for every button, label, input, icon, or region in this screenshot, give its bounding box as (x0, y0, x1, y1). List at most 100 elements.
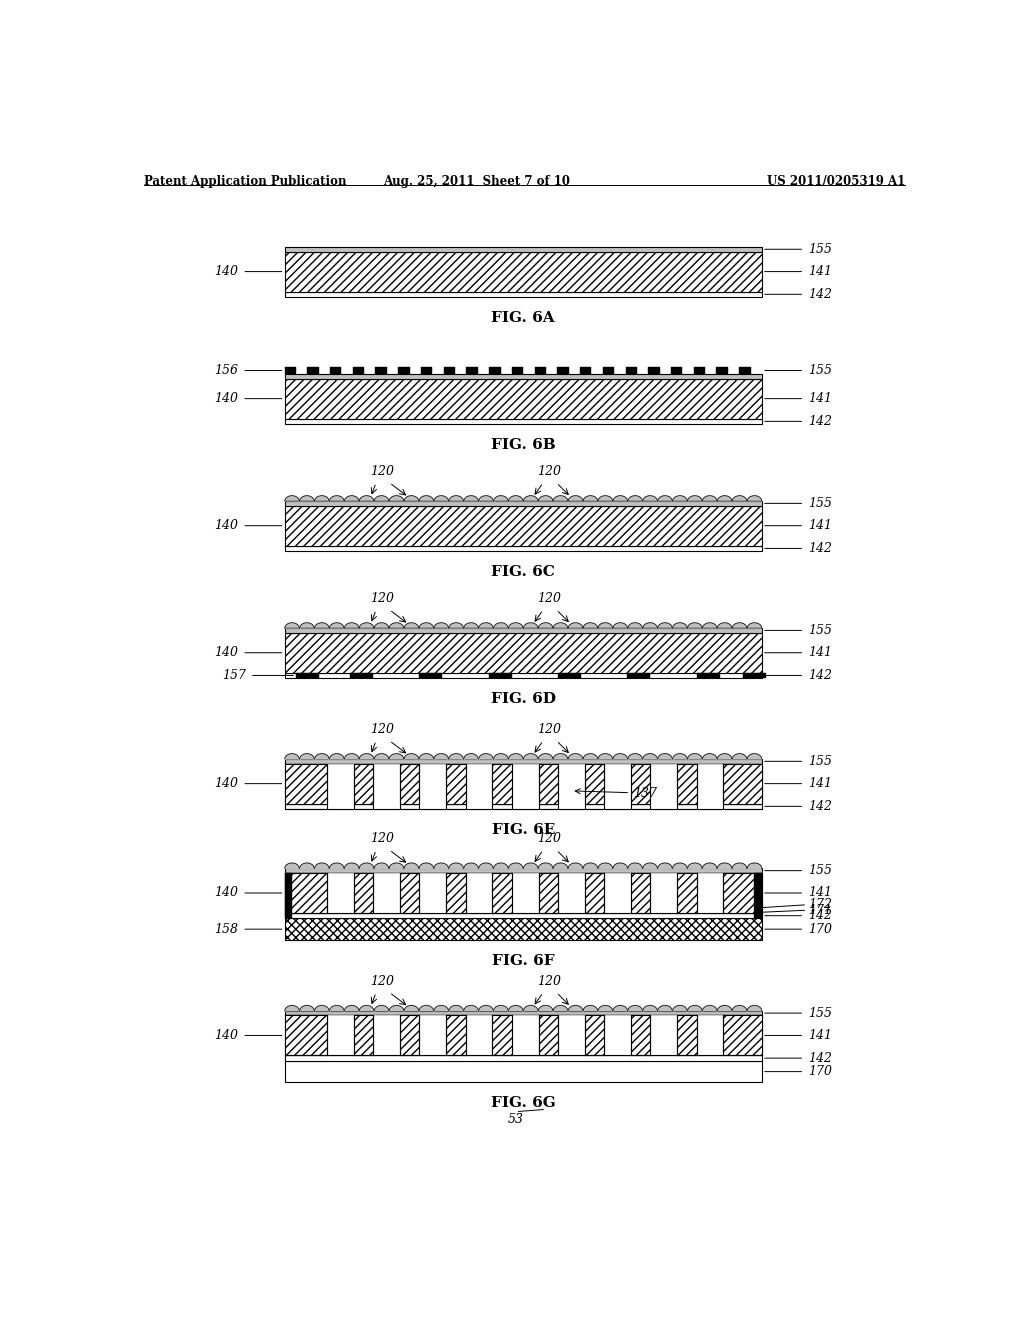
Polygon shape (344, 1006, 359, 1011)
Bar (285, 1056, 762, 1061)
Polygon shape (643, 623, 657, 628)
Bar (285, 873, 762, 913)
Bar (352, 367, 365, 374)
Polygon shape (732, 863, 748, 869)
Polygon shape (748, 623, 762, 628)
Bar (446, 873, 466, 913)
Polygon shape (374, 863, 389, 869)
Polygon shape (434, 754, 449, 759)
Bar (677, 763, 696, 804)
Polygon shape (299, 863, 314, 869)
Polygon shape (539, 754, 553, 759)
Polygon shape (583, 754, 598, 759)
Polygon shape (449, 754, 464, 759)
Bar (350, 673, 373, 678)
Polygon shape (478, 496, 494, 502)
Bar (373, 873, 400, 913)
Polygon shape (434, 623, 449, 628)
Bar (628, 673, 650, 678)
Polygon shape (299, 754, 314, 759)
Polygon shape (330, 496, 344, 502)
Bar (285, 367, 296, 374)
Text: 155: 155 (808, 1007, 833, 1019)
Text: 120: 120 (371, 591, 394, 605)
Text: 141: 141 (808, 647, 833, 659)
Text: 155: 155 (808, 243, 833, 256)
Polygon shape (299, 1006, 314, 1011)
Polygon shape (314, 623, 330, 628)
Polygon shape (673, 496, 687, 502)
Bar (307, 367, 318, 374)
Polygon shape (374, 623, 389, 628)
Text: 120: 120 (371, 832, 394, 845)
Polygon shape (553, 1006, 568, 1011)
Bar (285, 628, 762, 632)
Bar (717, 367, 728, 374)
Bar (327, 763, 354, 809)
Polygon shape (598, 623, 612, 628)
Bar (648, 367, 659, 374)
Polygon shape (464, 496, 478, 502)
Polygon shape (687, 1006, 702, 1011)
Text: 172: 172 (808, 899, 833, 911)
Bar (585, 873, 604, 913)
Bar (558, 1015, 585, 1056)
Bar (512, 873, 539, 913)
Text: 142: 142 (808, 1052, 833, 1065)
Polygon shape (478, 863, 494, 869)
Polygon shape (374, 1006, 389, 1011)
Bar (466, 367, 478, 374)
Polygon shape (419, 496, 434, 502)
Polygon shape (434, 863, 449, 869)
Bar (285, 763, 762, 804)
Text: FIG. 6A: FIG. 6A (492, 312, 555, 325)
Bar (398, 367, 410, 374)
Polygon shape (494, 754, 508, 759)
Polygon shape (687, 496, 702, 502)
Bar (285, 1015, 327, 1056)
Text: FIG. 6D: FIG. 6D (490, 692, 556, 706)
Polygon shape (687, 863, 702, 869)
Bar (493, 763, 512, 804)
Polygon shape (657, 623, 673, 628)
Bar (285, 873, 327, 913)
Bar (631, 1015, 650, 1056)
Polygon shape (748, 496, 762, 502)
Text: US 2011/0205319 A1: US 2011/0205319 A1 (767, 176, 905, 189)
Polygon shape (717, 496, 732, 502)
Polygon shape (523, 623, 539, 628)
Bar (539, 763, 558, 804)
Polygon shape (314, 496, 330, 502)
Bar (724, 763, 762, 804)
Polygon shape (628, 496, 643, 502)
Bar (285, 379, 762, 418)
Bar (604, 1015, 631, 1056)
Text: 140: 140 (214, 647, 239, 659)
Polygon shape (508, 1006, 523, 1011)
Polygon shape (359, 754, 374, 759)
Polygon shape (478, 754, 494, 759)
Bar (285, 759, 762, 763)
Bar (285, 869, 762, 873)
Polygon shape (419, 1006, 434, 1011)
Polygon shape (568, 1006, 583, 1011)
Polygon shape (702, 496, 717, 502)
Text: 120: 120 (538, 723, 561, 737)
Bar (285, 919, 762, 940)
Polygon shape (494, 496, 508, 502)
Bar (285, 374, 762, 379)
Text: 142: 142 (808, 414, 833, 428)
Text: 53: 53 (508, 1113, 524, 1126)
Bar (677, 1015, 696, 1056)
Bar (535, 367, 546, 374)
Bar (419, 873, 446, 913)
Polygon shape (702, 863, 717, 869)
Bar (327, 1015, 354, 1056)
Bar (466, 1015, 493, 1056)
Bar (603, 367, 614, 374)
Polygon shape (732, 754, 748, 759)
Bar (724, 873, 762, 913)
Bar (285, 252, 762, 292)
Polygon shape (643, 496, 657, 502)
Bar (466, 873, 493, 913)
